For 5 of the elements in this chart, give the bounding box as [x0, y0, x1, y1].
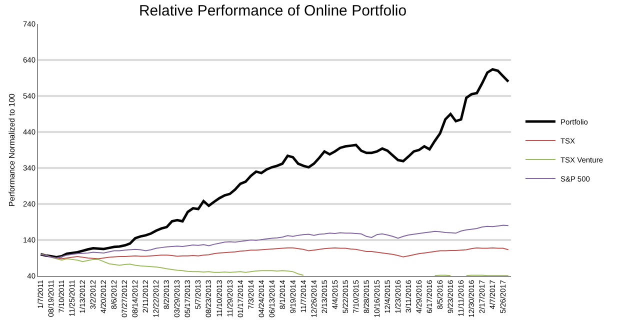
y-axis-title: Performance Normalized to 100 — [8, 92, 17, 206]
line-series — [40, 247, 509, 260]
line-series — [39, 68, 510, 259]
chart-title: Relative Performance of Online Portfolio — [138, 2, 407, 20]
line-series — [40, 224, 509, 258]
